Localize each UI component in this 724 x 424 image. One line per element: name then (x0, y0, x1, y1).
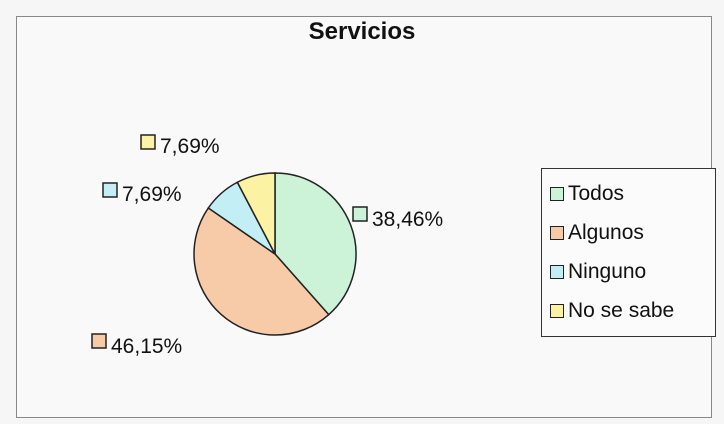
legend-swatch-todos (550, 186, 564, 201)
legend-label-ninguno: Ninguno (568, 259, 647, 283)
data-label-swatch-todos (352, 206, 368, 222)
data-label-swatch-ninguno (102, 182, 118, 198)
data-label-todos: 38,46% (372, 208, 443, 231)
legend-swatch-algunos (550, 225, 564, 240)
legend-swatch-no-se-sabe (550, 303, 564, 318)
chart-title: Servicios (308, 18, 416, 45)
legend-label-todos: Todos (568, 181, 625, 205)
legend-item-no-se-sabe: No se sabe (550, 291, 715, 330)
data-label-no-se-sabe: 7,69% (160, 135, 220, 158)
pie-slice-todos (274, 172, 357, 316)
chart-legend: Todos Algunos Ninguno No se sabe (541, 168, 716, 337)
data-label-algunos: 46,15% (111, 335, 182, 358)
data-label-swatch-algunos (91, 333, 107, 349)
pie-slice-no-se-sabe (236, 172, 276, 255)
data-label-ninguno: 7,69% (122, 183, 182, 206)
legend-item-todos: Todos (550, 174, 715, 213)
data-label-swatch-no-se-sabe (140, 134, 156, 150)
legend-item-algunos: Algunos (550, 213, 715, 252)
legend-label-no-se-sabe: No se sabe (568, 298, 675, 322)
legend-swatch-ninguno (550, 264, 564, 279)
legend-label-algunos: Algunos (568, 220, 644, 244)
pie-slice-algunos (193, 206, 330, 336)
legend-item-ninguno: Ninguno (550, 252, 715, 291)
